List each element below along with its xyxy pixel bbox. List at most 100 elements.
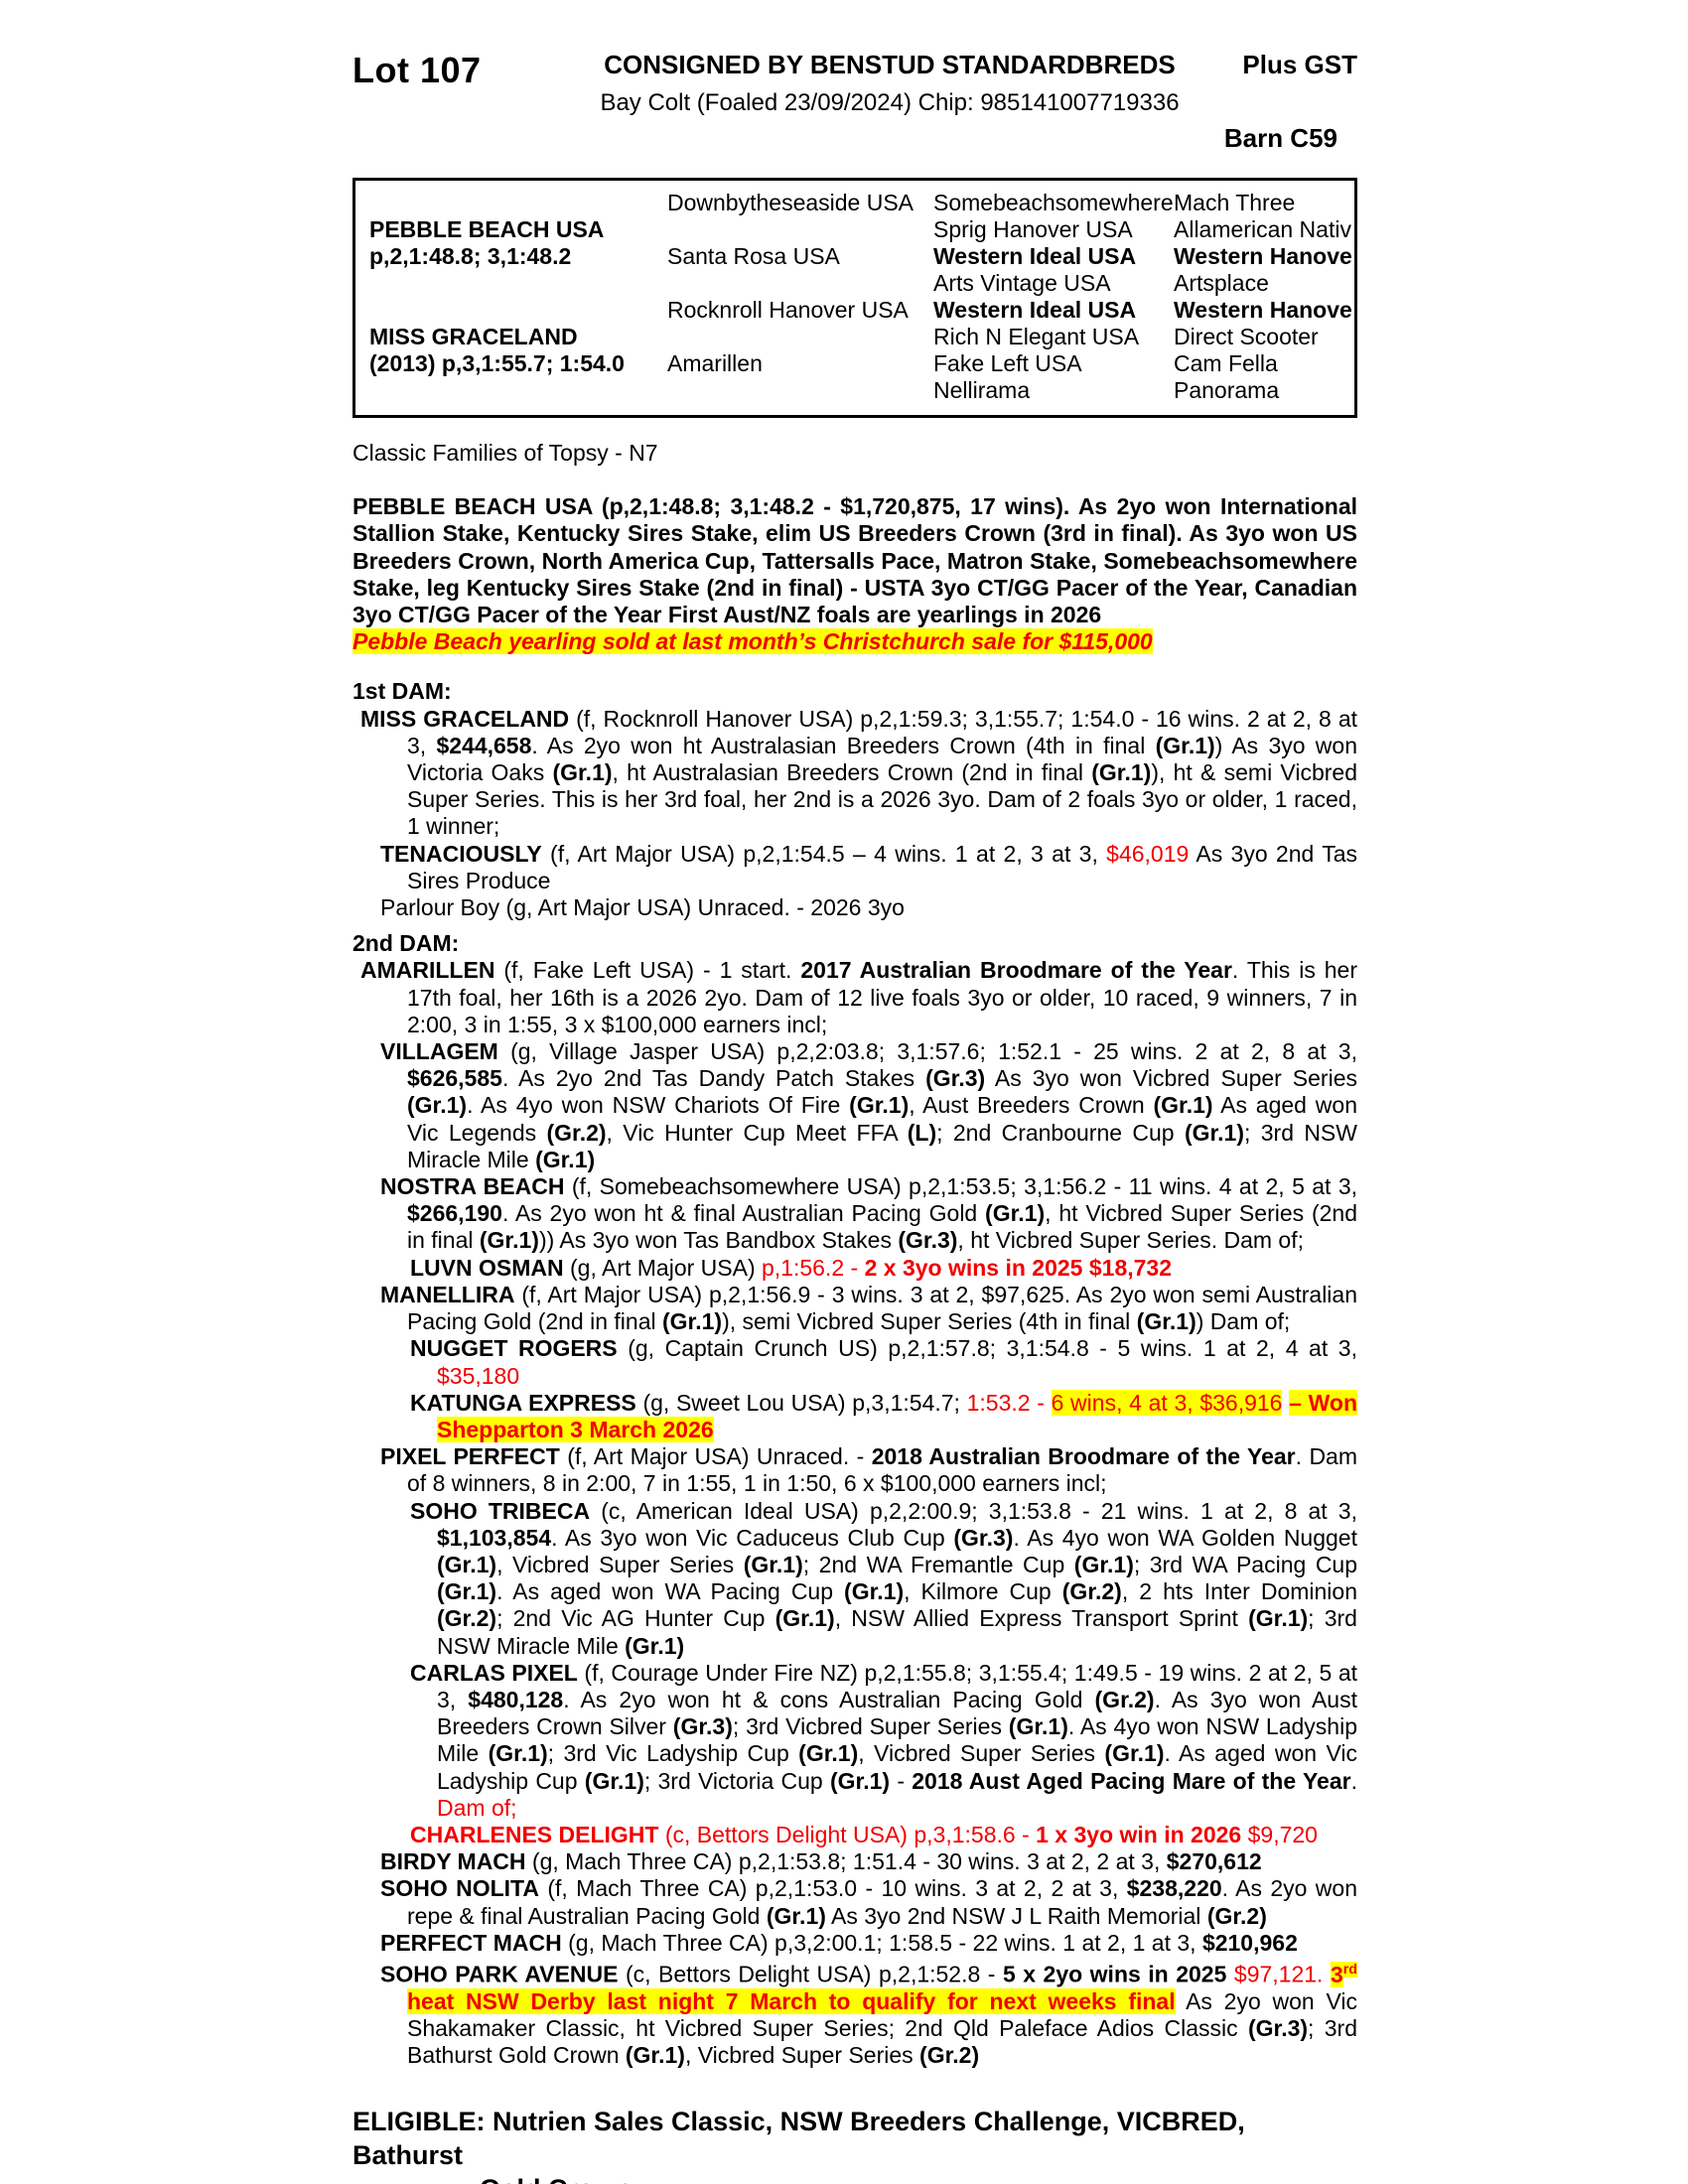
entry-charlenes-delight: CHARLENES DELIGHT (c, Bettors Delight US…: [352, 1822, 1357, 1848]
text-run: (Gr.1): [1136, 1308, 1196, 1335]
text-run: ; 3rd Bathurst Gold Crown: [407, 2015, 1358, 2069]
text-run: TENACIOUSLY: [380, 840, 542, 867]
text-run: Rich N Elegant USA: [933, 324, 1140, 349]
entry-soho-nolita: SOHO NOLITA (f, Mach Three CA) p,2,1:53.…: [352, 1875, 1357, 1929]
entry-birdy-mach: BIRDY MACH (g, Mach Three CA) p,2,1:53.8…: [352, 1848, 1357, 1875]
second-dam-heading: 2nd DAM:: [352, 930, 460, 957]
pedigree-cell: [667, 216, 933, 243]
text-run: NUGGET ROGERS: [410, 1335, 618, 1362]
text-run: (Gr.1): [1008, 1713, 1068, 1740]
text-run: . As aged won Vic Ladyship Cup: [437, 1740, 1358, 1794]
text-run: $35,180: [437, 1362, 520, 1389]
text-run: . As aged won WA Pacing Cup: [496, 1578, 845, 1605]
eligibility-note: ELIGIBLE: Nutrien Sales Classic, NSW Bre…: [352, 2105, 1357, 2184]
text-run: (Gr.1): [829, 1767, 891, 1794]
text-run: Dam of;: [437, 1794, 517, 1821]
text-run: 1:53.2 -: [966, 1389, 1052, 1416]
text-run: , NSW Allied Express Transport Sprint: [834, 1605, 1249, 1632]
text-run: KATUNGA EXPRESS: [410, 1389, 636, 1416]
pedigree-cell: [369, 297, 667, 324]
text-run: (Gr.1): [407, 1092, 468, 1119]
text-run: (c, Bettors Delight USA) p,2,1:52.8 -: [618, 1961, 1003, 1987]
text-run: (c, Bettors Delight USA) p,3,1:58.6 -: [658, 1821, 1037, 1847]
text-run: ), semi Vicbred Super Series (4th in fin…: [722, 1308, 1137, 1335]
pedigree-cell: Arts Vintage USA: [933, 270, 1174, 297]
pedigree-cell: Somebeachsomewhere: [933, 190, 1174, 216]
pedigree-row: p,2,1:48.8; 3,1:48.2 Santa Rosa USA Wester…: [369, 243, 1354, 270]
text-run: (Gr.1): [488, 1740, 548, 1767]
text-run: (Gr.1): [1184, 1119, 1245, 1146]
text-run: 3: [1330, 1961, 1343, 1987]
text-run: (Gr.2): [546, 1119, 607, 1146]
text-run: (f, Somebeachsomewhere USA) p,2,1:53.5; …: [564, 1173, 1357, 1200]
text-run: (Gr.1): [625, 2042, 685, 2069]
text-run: (2013) p,3,1:55.7; 1:54.0: [369, 350, 625, 376]
text-run: , ht Vicbred Super Series (2nd in final: [407, 1200, 1357, 1254]
text-run: (Gr.2): [437, 1605, 497, 1632]
pedigree-cell: [667, 377, 933, 404]
text-run: (g, Mach Three CA) p,2,1:53.8; 1:51.4 - …: [525, 1848, 1167, 1875]
text-run: PEBBLE BEACH USA (p,2,1:48.8; 3,1:48.2 -…: [352, 493, 1357, 628]
entry-soho-tribeca: SOHO TRIBECA (c, American Ideal USA) p,2…: [352, 1498, 1357, 1660]
text-run: . As 3yo won Aust Breeders Crown Silver: [437, 1686, 1357, 1740]
consignor-title: CONSIGNED BY BENSTUD STANDARDBREDS: [604, 50, 1176, 79]
text-run: (Gr.1): [1155, 732, 1215, 758]
text-run: . This is her 17th foal, her 16th is a 2…: [407, 957, 1357, 1037]
text-run: 5 x 2yo wins in 2025: [1002, 1961, 1227, 1987]
pedigree-row: Arts Vintage USA Artsplace: [369, 270, 1354, 297]
eligibility-line1: ELIGIBLE: Nutrien Sales Classic, NSW Bre…: [352, 2107, 1245, 2171]
text-run: ; 3rd Vicbred Super Series: [732, 1713, 1009, 1740]
text-run: $1,103,854: [437, 1524, 552, 1551]
text-run: ; 3rd NSW Miracle Mile: [407, 1119, 1357, 1172]
pedigree-cell: (2013) p,3,1:55.7; 1:54.0: [369, 350, 667, 377]
text-run: (Gr.2): [1061, 1578, 1122, 1605]
text-run: . As 2yo won ht & final Australian Pacin…: [501, 1200, 986, 1227]
barn-number: Barn C59: [1223, 123, 1337, 153]
text-run: ; 3rd NSW Miracle Mile: [437, 1605, 1357, 1659]
text-run: (Gr.1): [662, 1308, 723, 1335]
text-run: (Gr.1): [1091, 759, 1152, 786]
text-run: SOHO NOLITA: [380, 1875, 539, 1902]
text-run: 6 wins, 4 at 3, $36,916: [1051, 1389, 1283, 1416]
text-run: (Gr.1): [437, 1551, 497, 1577]
pedigree-cell: Rich N Elegant USA: [933, 324, 1174, 350]
text-run: ; 3rd Vic Ladyship Cup: [547, 1740, 799, 1767]
text-run: . As 2yo won repe & final Australian Pac…: [407, 1875, 1357, 1929]
text-run: (f, Fake Left USA) - 1 start.: [494, 957, 801, 984]
pedigree-cell: PEBBLE BEACH USA: [369, 216, 667, 243]
text-run: (Gr.1): [774, 1605, 835, 1632]
pedigree-row: Rocknroll Hanover USA Western Ideal USA We…: [369, 297, 1354, 324]
text-run: Fake Left USA: [933, 350, 1082, 376]
text-run: PEBBLE BEACH USA: [369, 216, 605, 242]
text-run: As 3yo 2nd Tas Sires Produce: [407, 840, 1357, 893]
text-run: PIXEL PERFECT: [380, 1443, 560, 1470]
lot-number: Lot 107: [352, 50, 482, 90]
text-run: 2 x 3yo wins in 2025 $18,732: [864, 1254, 1172, 1281]
text-run: Western Hanove: [1174, 297, 1352, 323]
text-run: (g, Art Major USA): [563, 1254, 762, 1281]
text-run: (Gr.1): [625, 1632, 685, 1659]
pedigree-cell: p,2,1:48.8; 3,1:48.2: [369, 243, 667, 270]
text-run: , ht Australasian Breeders Crown (2nd in…: [612, 759, 1092, 786]
text-run: Santa Rosa USA: [667, 243, 840, 269]
pedigree-row: Downbytheseaside USA Somebeachsomewhere Ma…: [369, 190, 1354, 216]
pedigree-cell: Fake Left USA: [933, 350, 1174, 377]
text-run: BIRDY MACH: [380, 1848, 526, 1875]
text-run: 2018 Aust Aged Pacing Mare of the Year: [912, 1767, 1351, 1794]
entry-katunga-express: KATUNGA EXPRESS (g, Sweet Lou USA) p,3,1…: [352, 1389, 1358, 1443]
pedigree-cell: Cam Fella: [1174, 350, 1362, 377]
classic-families-note: Classic Families of Topsy - N7: [352, 440, 658, 466]
text-run: Pebble Beach yearling sold at last month…: [352, 628, 1153, 655]
text-run: (g, Sweet Lou USA) p,3,1:54.7;: [635, 1389, 967, 1416]
text-run: As 3yo won Vicbred Super Series: [985, 1065, 1357, 1092]
text-run: ; 3rd WA Pacing Cup: [1133, 1551, 1358, 1577]
text-run: (Gr.1): [743, 1551, 803, 1577]
text-run: (f, Courage Under Fire NZ) p,2,1:55.8; 3…: [437, 1659, 1357, 1712]
pedigree-cell: Western Hanove: [1174, 243, 1362, 270]
text-run: $238,220: [1126, 1875, 1222, 1902]
text-run: ) Dam of;: [1196, 1308, 1291, 1335]
pedigree-cell: Western Ideal USA: [933, 243, 1174, 270]
eligibility-line2: Gold Crown: [352, 2172, 1357, 2184]
text-run: Sprig Hanover USA: [933, 216, 1133, 242]
